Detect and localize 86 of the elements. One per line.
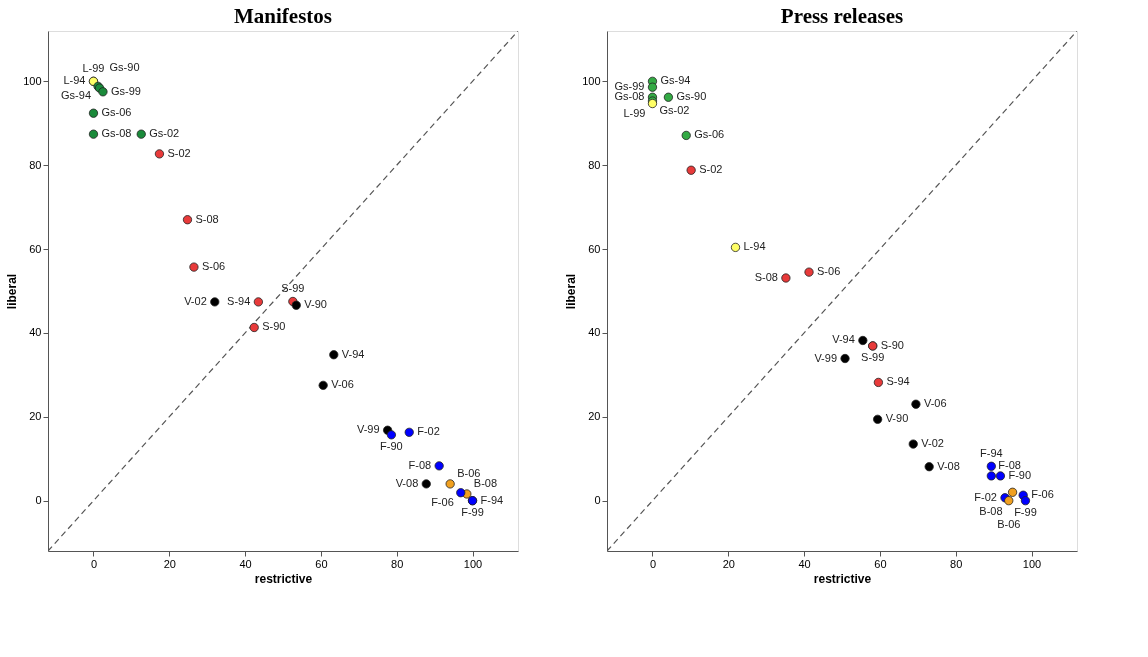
x-tick-label: 100 xyxy=(463,557,483,570)
data-label: B-06 xyxy=(457,466,481,479)
data-label: V-90 xyxy=(885,412,909,425)
data-label: Gs-99 xyxy=(614,80,645,93)
y-axis-title: liberal xyxy=(564,273,579,310)
x-tick-label: 0 xyxy=(649,557,657,570)
data-label: F-08 xyxy=(408,458,432,471)
data-label: F-94 xyxy=(980,447,1003,460)
data-label: S-06 xyxy=(201,260,226,273)
y-tick-label: 80 xyxy=(29,158,42,171)
data-label: S-90 xyxy=(880,338,904,351)
data-label: F-02 xyxy=(417,425,440,438)
data-label: Gs-02 xyxy=(149,127,180,140)
y-tick-label: 60 xyxy=(29,242,42,255)
data-label: L-94 xyxy=(63,74,86,87)
data-label: F-99 xyxy=(461,505,484,518)
data-label: S-94 xyxy=(886,375,910,388)
data-label: S-08 xyxy=(754,271,778,283)
data-label: V-06 xyxy=(923,397,947,410)
y-tick-label: 100 xyxy=(582,74,601,87)
x-tick-label: 20 xyxy=(163,557,176,570)
data-label: S-90 xyxy=(262,320,286,333)
data-label: Gs-94 xyxy=(660,74,691,87)
data-label: V-99 xyxy=(814,351,838,364)
data-label: V-99 xyxy=(356,423,380,436)
data-label: S-99 xyxy=(861,350,885,363)
data-label: S-06 xyxy=(817,265,841,278)
data-label: Gs-94 xyxy=(61,89,92,102)
data-label: Gs-02 xyxy=(659,104,690,117)
data-label: Gs-08 xyxy=(101,127,132,140)
data-label: S-02 xyxy=(167,146,191,159)
data-label: B-08 xyxy=(979,505,1003,518)
data-label: L-99 xyxy=(623,106,646,119)
data-label: F-08 xyxy=(998,458,1021,471)
x-axis-title: restrictive xyxy=(254,571,313,586)
y-tick-label: 0 xyxy=(594,494,601,507)
y-tick-label: 20 xyxy=(29,410,42,423)
x-tick-label: 40 xyxy=(239,557,252,570)
data-label: Gs-99 xyxy=(110,84,141,97)
chart-title: Press releases xyxy=(780,4,904,28)
chart-title: Manifestos xyxy=(234,4,332,28)
data-label: F-94 xyxy=(480,493,504,506)
data-label: V-08 xyxy=(395,476,419,489)
data-label: V-02 xyxy=(184,294,207,307)
x-tick-label: 100 xyxy=(1022,557,1042,570)
y-tick-label: 0 xyxy=(35,494,42,507)
x-tick-label: 80 xyxy=(950,557,963,570)
data-label: F-06 xyxy=(1031,488,1054,501)
y-tick-label: 60 xyxy=(588,242,601,255)
data-label: V-94 xyxy=(341,347,365,360)
x-tick-label: 60 xyxy=(315,557,328,570)
data-label: B-06 xyxy=(997,517,1021,530)
data-label: S-94 xyxy=(227,294,251,307)
data-label: B-08 xyxy=(473,476,498,489)
y-tick-label: 80 xyxy=(588,158,601,171)
data-label: V-90 xyxy=(304,298,327,311)
data-label: Gs-08 xyxy=(614,90,645,103)
data-label: V-06 xyxy=(331,378,354,391)
data-label: S-99 xyxy=(281,282,305,295)
data-label: S-02 xyxy=(699,163,723,176)
x-tick-label: 60 xyxy=(874,557,887,570)
y-tick-label: 40 xyxy=(588,326,601,339)
x-tick-label: 40 xyxy=(798,557,811,570)
y-axis-title: liberal xyxy=(5,273,20,310)
data-label: F-02 xyxy=(974,490,997,503)
data-label: L-94 xyxy=(743,240,766,253)
x-axis-title: restrictive xyxy=(813,571,872,586)
data-label: F-99 xyxy=(1014,505,1037,518)
data-label: F-90 xyxy=(380,439,403,452)
data-label: Gs-90 xyxy=(109,61,140,74)
x-tick-label: 20 xyxy=(722,557,735,570)
data-label: V-94 xyxy=(832,333,855,346)
x-tick-label: 0 xyxy=(90,557,98,570)
data-label: V-02 xyxy=(921,437,944,450)
x-tick-label: 80 xyxy=(391,557,404,570)
data-label: Gs-06 xyxy=(101,106,132,119)
y-tick-label: 20 xyxy=(588,410,601,423)
data-label: S-08 xyxy=(195,212,219,225)
data-label: F-06 xyxy=(431,495,454,508)
y-tick-label: 100 xyxy=(23,74,42,87)
data-label: V-08 xyxy=(937,459,960,472)
data-label: Gs-06 xyxy=(694,128,725,141)
y-tick-label: 40 xyxy=(29,326,42,339)
data-label: F-90 xyxy=(1008,468,1032,481)
data-label: Gs-90 xyxy=(676,90,707,103)
data-label: L-99 xyxy=(82,62,105,75)
